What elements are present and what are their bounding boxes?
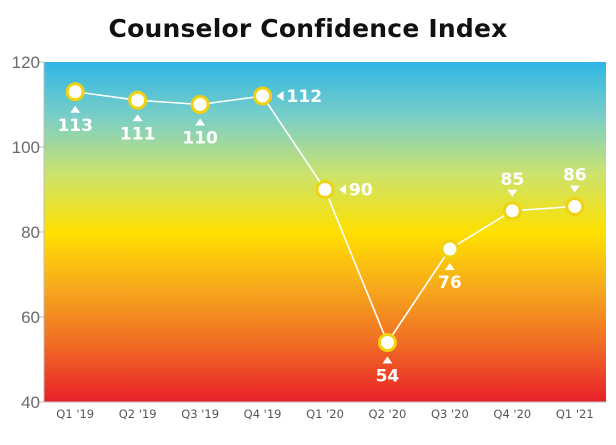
data-point [377,333,397,352]
data-point [253,86,273,106]
data-label: 85 [500,170,524,190]
data-label: 90 [349,181,373,201]
label-pointer [444,263,455,270]
label-pointer [339,184,346,195]
x-tick-label: Q2 '20 [369,407,407,421]
label-pointer [569,185,580,193]
data-label: 76 [438,273,462,293]
y-tick-label: 80 [21,223,40,242]
y-tick-label: 100 [12,138,40,157]
y-tick-label: 120 [12,53,40,72]
chart-title: Counselor Confidence Index [108,14,508,43]
data-point [65,82,85,102]
x-tick-label: Q3 '20 [431,407,469,421]
label-pointer [195,118,206,126]
y-axis: 40 60 80 100 120 [12,53,45,412]
label-pointer [276,91,284,101]
data-point [440,239,460,259]
x-tick-label: Q3 '19 [181,407,219,421]
data-label: 54 [376,367,400,387]
x-axis: Q1 '19 Q2 '19 Q3 '19 Q4 '19 Q1 '20 Q2 '20 Q3 '… [44,401,606,421]
data-point [315,180,335,199]
x-tick-label: Q4 '19 [244,407,282,421]
label-pointer [507,189,518,197]
data-label: 86 [563,166,587,186]
data-point [190,95,210,114]
y-tick-label: 60 [21,308,40,327]
x-tick-label: Q4 '20 [493,407,531,421]
x-tick-label: Q1 '19 [56,407,94,421]
x-tick-label: Q2 '19 [119,407,157,421]
data-labels: 113 111 110 112 90 54 76 85 86 [57,87,586,387]
data-point [128,90,148,110]
x-tick-label: Q1 '21 [556,407,594,421]
data-point [565,197,585,216]
y-tick-label: 40 [21,393,40,412]
label-pointer [382,356,393,364]
data-label: 110 [182,129,218,149]
label-pointer [132,114,143,122]
data-label: 111 [120,124,156,144]
x-tick-label: Q1 '20 [306,407,344,421]
data-label: 113 [57,116,93,136]
plot-background [44,62,606,402]
data-label: 112 [287,87,323,107]
data-point [502,201,522,221]
data-points [65,82,585,352]
label-pointer [70,105,81,113]
